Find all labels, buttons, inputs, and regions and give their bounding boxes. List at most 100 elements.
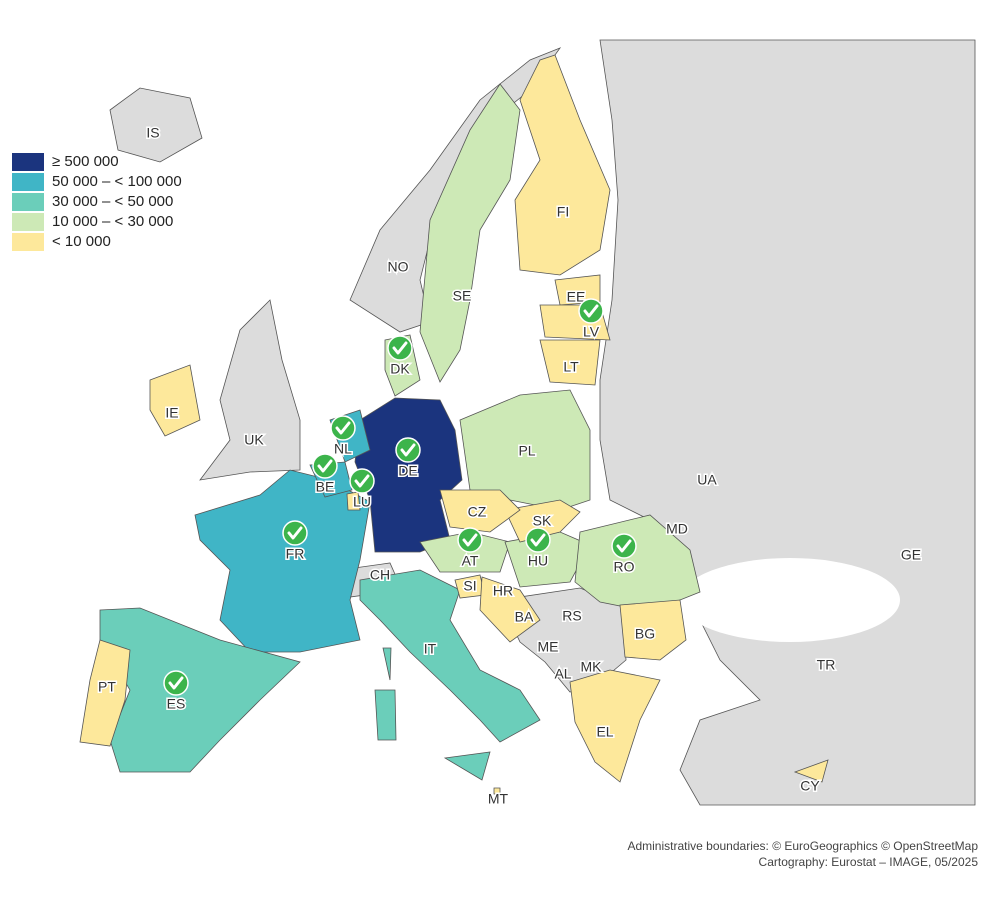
- country-label: IE: [165, 405, 178, 421]
- country-label: FR: [286, 546, 305, 562]
- country: [346, 491, 361, 511]
- country-label: HR: [493, 583, 513, 599]
- country: [439, 489, 521, 533]
- legend-swatch: [12, 173, 44, 191]
- country: [493, 787, 501, 795]
- legend-label: 50 000 – < 100 000: [52, 173, 182, 190]
- check-mark: [457, 527, 483, 553]
- country-label: NO: [388, 259, 409, 275]
- check-circle: [312, 453, 338, 479]
- country: [149, 364, 201, 437]
- country: [359, 569, 541, 743]
- country-label: LU: [353, 494, 371, 510]
- country-label: DK: [390, 361, 410, 377]
- check-circle: [282, 520, 308, 546]
- check-circle: [349, 468, 375, 494]
- check-mark: [163, 670, 189, 696]
- country-label: HU: [528, 553, 548, 569]
- country: [374, 689, 397, 741]
- country-label: CH: [370, 567, 390, 583]
- check-mark: [611, 533, 637, 559]
- country-label: IT: [424, 641, 437, 657]
- country: [539, 339, 601, 386]
- check-mark: [282, 520, 308, 546]
- check-mark: [525, 527, 551, 553]
- country-label: BE: [316, 479, 335, 495]
- country-label: LT: [563, 359, 579, 375]
- check-tick: [287, 526, 303, 540]
- country: [194, 469, 371, 653]
- check-tick: [317, 459, 333, 473]
- country-label: PT: [98, 679, 116, 695]
- country-label: AL: [554, 666, 571, 682]
- legend-swatch: [12, 153, 44, 171]
- country-label: NL: [334, 441, 352, 457]
- check-circle: [525, 527, 551, 553]
- eu-countries: [79, 54, 829, 795]
- country-label: FI: [557, 204, 569, 220]
- country-label: ES: [167, 696, 186, 712]
- country-label: LV: [583, 324, 600, 340]
- country-label: DE: [398, 463, 417, 479]
- country-label: SI: [463, 578, 476, 594]
- country: [514, 54, 611, 276]
- legend-swatch: [12, 233, 44, 251]
- country-label: UA: [697, 472, 717, 488]
- check-tick: [392, 341, 408, 355]
- country-label: SE: [453, 288, 472, 304]
- check-tick: [583, 304, 599, 318]
- check-mark: [312, 453, 338, 479]
- legend: ≥ 500 000 50 000 – < 100 000 30 000 – < 50…: [12, 153, 182, 251]
- country-label: TR: [817, 657, 836, 673]
- check-mark: [349, 468, 375, 494]
- country-label: MT: [488, 791, 509, 807]
- country-label: PL: [518, 443, 535, 459]
- legend-label: < 10 000: [52, 233, 111, 250]
- check-circle: [457, 527, 483, 553]
- credit: Cartography: Eurostat – IMAGE, 05/2025: [759, 855, 979, 869]
- country-labels: DE FR NL BE LU ES IT DK SE PL AT HU RO SK CZ FI EE LV LT IE…: [97, 123, 923, 808]
- check-circle: [387, 335, 413, 361]
- country: [793, 759, 829, 783]
- country-label: IS: [146, 125, 159, 141]
- legend-swatch: [12, 193, 44, 211]
- country: [443, 751, 491, 781]
- country: [479, 576, 541, 643]
- country-label: EL: [596, 724, 613, 740]
- check-circle: [395, 437, 421, 463]
- country: [382, 647, 392, 681]
- check-tick: [168, 676, 184, 690]
- legend-label: 10 000 – < 30 000: [52, 213, 173, 230]
- country-label: RO: [614, 559, 635, 575]
- country-label: AT: [462, 553, 479, 569]
- country-label: RS: [562, 608, 581, 624]
- country-label: EE: [567, 289, 586, 305]
- check-circle: [163, 670, 189, 696]
- check-mark: [395, 437, 421, 463]
- check-mark: [330, 415, 356, 441]
- country-label: ME: [538, 639, 559, 655]
- legend-label: ≥ 500 000: [52, 153, 119, 170]
- check-tick: [616, 539, 632, 553]
- country: [619, 599, 687, 661]
- country-label: CZ: [468, 504, 487, 520]
- check-circle: [611, 533, 637, 559]
- check-tick: [354, 474, 370, 488]
- check-tick: [335, 421, 351, 435]
- country: [354, 397, 463, 553]
- check-tick: [400, 443, 416, 457]
- legend-swatch: [12, 213, 44, 231]
- country: [569, 669, 661, 783]
- country-label: GE: [901, 547, 921, 563]
- check-tick: [462, 533, 478, 547]
- check-tick: [530, 533, 546, 547]
- check-circle: [578, 298, 604, 324]
- country-label: BG: [635, 626, 655, 642]
- country-label: BA: [515, 609, 534, 625]
- country-label: MK: [581, 659, 603, 675]
- check-circle: [330, 415, 356, 441]
- legend-label: 30 000 – < 50 000: [52, 193, 173, 210]
- country-label: SK: [533, 513, 552, 529]
- country: [79, 639, 131, 747]
